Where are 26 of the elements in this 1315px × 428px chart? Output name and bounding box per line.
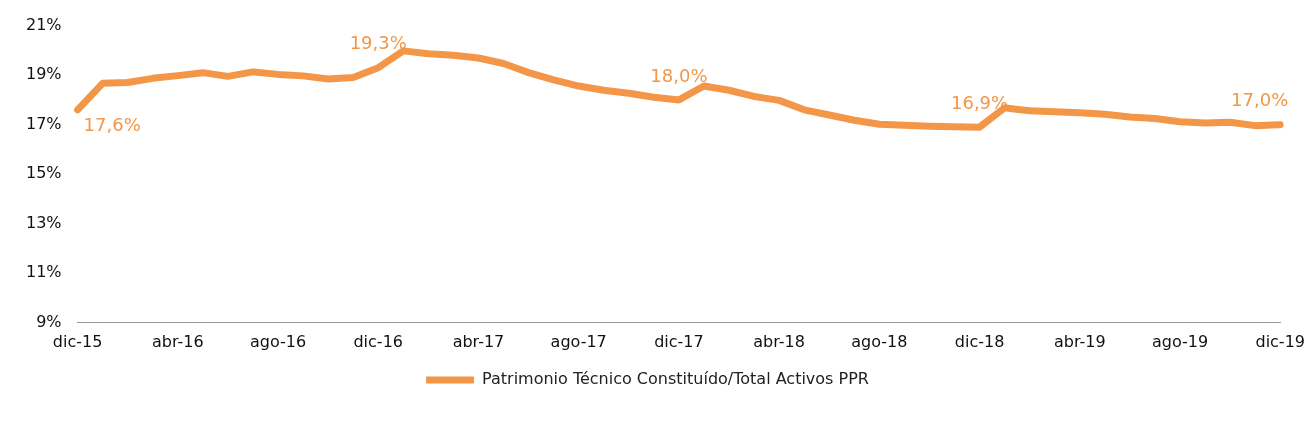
data-label: 19,3% [349,32,407,54]
x-tick-label: ago-19 [1151,331,1209,351]
x-tick-label: dic-18 [954,331,1005,351]
data-label: 17,6% [83,114,141,136]
x-tick-label: ago-16 [249,331,307,351]
y-tick-label: 11% [26,262,62,282]
y-tick-label: 15% [26,163,62,183]
y-tick-label: 19% [26,64,62,84]
data-label: 18,0% [650,64,708,86]
x-tick-label: abr-19 [1053,331,1106,351]
x-tick-label: abr-17 [452,331,505,351]
y-tick-label: 13% [26,212,62,232]
x-tick-label: dic-15 [52,331,103,351]
legend-label: Patrimonio Técnico Constituído/Total Activos PPR [482,369,869,389]
data-label: 16,9% [950,91,1009,113]
x-tick-label: ago-17 [550,331,607,351]
y-tick-label: 21% [26,14,62,34]
x-tick-label: dic-19 [1255,331,1305,351]
data-label: 17,0% [1231,89,1289,111]
x-tick-label: abr-16 [151,331,204,351]
x-tick-label: abr-18 [753,331,805,351]
y-tick-label: 17% [26,113,62,133]
y-tick-label: 9% [36,311,62,331]
x-tick-label: dic-17 [654,331,704,351]
x-tick-label: ago-18 [851,331,908,351]
x-tick-label: dic-16 [353,331,403,351]
